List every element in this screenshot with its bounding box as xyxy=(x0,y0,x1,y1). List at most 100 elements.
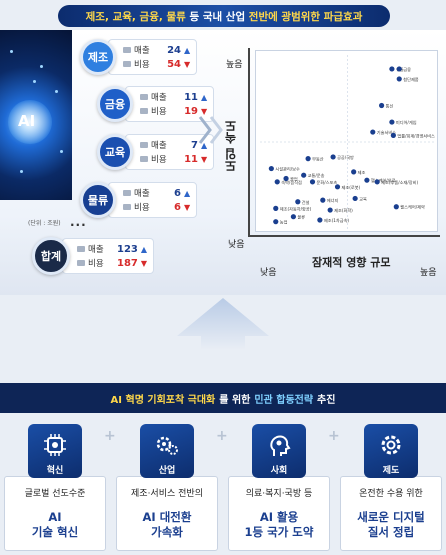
pillar-highlight-line2: 질서 정립 xyxy=(367,525,415,539)
pillar-highlight-line2: 1등 국가 도약 xyxy=(244,525,314,539)
plus-icon: + xyxy=(328,428,340,444)
scatter-point-label: 교육 xyxy=(359,196,367,202)
total-circle: 합계 xyxy=(32,237,70,275)
sector-card: 매출 6 ▲ 비용 6 ▼ xyxy=(108,182,198,218)
scatter-point-label: 통신 xyxy=(386,102,394,108)
pillar-highlight: AI 대전환 가속화 xyxy=(116,510,218,540)
pillar-title: 혁신 xyxy=(46,466,64,476)
head-icon xyxy=(270,435,291,456)
scatter-point-label: 제조 xyxy=(358,169,366,176)
scatter-point-label: 제조(로봇) xyxy=(342,184,361,191)
pillar-highlight-line1: AI xyxy=(48,510,62,524)
scatter-point xyxy=(273,205,279,211)
chip-icon xyxy=(44,434,66,456)
scatter-point-label: 법률/회계/경영서비스 xyxy=(397,132,435,139)
scatter-point-label: 제조(자동차/항공) xyxy=(280,205,312,212)
pillar-society: 사회 의료·복지·국방 등 AI 활용 1등 국가 도약 xyxy=(228,418,330,552)
strategy-highlight-2: 민관 합동전략 xyxy=(254,394,314,406)
cost-icon xyxy=(140,108,148,114)
scatter-point-label: 광업 xyxy=(290,176,298,182)
strategy-bar: AI 혁명 기회포착 극대화 를 위한 민관 합동전략 추진 xyxy=(0,383,446,413)
scatter-point-label: 농업 xyxy=(280,219,288,225)
sales-value: 6 xyxy=(174,187,181,199)
pillar-highlight-line2: 기술 혁신 xyxy=(31,525,79,539)
sector-circle: 금융 xyxy=(97,86,133,122)
pillar-desc: 온전한 수용 위한 xyxy=(359,489,423,499)
sales-value: 7 xyxy=(191,139,198,151)
gears-icon xyxy=(156,436,178,455)
scatter-point xyxy=(370,129,376,135)
scatter-point-label: 금융 xyxy=(403,67,411,72)
more-ellipsis: ··· xyxy=(70,218,87,232)
pillar-title: 사회 xyxy=(270,466,288,476)
sales-label: 매출 xyxy=(151,93,167,103)
strategy-text: 를 위한 xyxy=(219,394,251,406)
x-axis-high-label: 높음 xyxy=(420,268,437,278)
pillar-industry: 산업 제조·서비스 전반의 AI 대전환 가속화 xyxy=(116,418,218,552)
pillar-desc: 글로벌 선도수준 xyxy=(24,489,86,499)
sales-value: 24 xyxy=(167,44,181,56)
pillar-highlight: AI 활용 1등 국가 도약 xyxy=(228,510,330,540)
sales-label: 매출 xyxy=(88,245,104,255)
cost-value: 11 xyxy=(184,153,198,165)
cost-value: 6 xyxy=(174,201,181,213)
scatter-point xyxy=(317,217,323,223)
scatter-point xyxy=(389,66,395,72)
scatter-point-label: 헬스케어/제약 xyxy=(400,204,425,211)
sector-circle: 물류 xyxy=(80,182,116,218)
cost-value: 19 xyxy=(184,105,198,117)
sector-manufacturing: 제조 매출 24 ▲ 비용 54 ▼ xyxy=(80,39,198,75)
ai-brain-image: AI xyxy=(0,30,72,200)
unit-note: (단위 : 조원) xyxy=(28,220,61,227)
pillar-icon-box: 제도 xyxy=(364,424,418,478)
y-axis-title: 도입 속도 xyxy=(224,120,238,173)
cost-value: 54 xyxy=(167,58,181,70)
cost-label: 비용 xyxy=(88,259,104,269)
scatter-point-label: 제조(부품/소재/장비) xyxy=(381,179,418,186)
sales-label: 매출 xyxy=(134,189,150,199)
cost-icon xyxy=(140,156,148,162)
scatter-plot: 유통금융첨단제품통신미디어/게임기술서비스법률/회계/경영서비스공공/국방부동산… xyxy=(260,55,435,229)
strategy-highlight: AI 혁명 기회포착 극대화 xyxy=(110,394,216,406)
sector-total: 합계 매출 123 ▲ 비용 187 ▼ xyxy=(32,237,155,275)
scatter-point-label: 헬스케어/의료 xyxy=(371,177,396,184)
scatter-point xyxy=(309,179,316,185)
scatter-point xyxy=(305,156,311,162)
pillar-highlight-line2: 가속화 xyxy=(151,525,183,539)
arrow-down-icon: ▼ xyxy=(140,258,148,268)
pillar-icon-box: 사회 xyxy=(252,424,306,478)
x-axis xyxy=(248,235,440,237)
sector-finance: 금융 매출 11 ▲ 비용 19 ▼ xyxy=(97,86,215,122)
scatter-point xyxy=(268,165,274,172)
sector-circle: 제조 xyxy=(80,39,116,75)
scatter-point xyxy=(379,102,385,109)
ai-label: AI xyxy=(18,112,36,130)
total-cost-value: 187 xyxy=(117,257,138,269)
pillar-icon-box: 혁신 xyxy=(28,424,82,478)
pillar-highlight-line1: AI 활용 xyxy=(259,510,299,524)
scatter-point xyxy=(290,214,296,220)
sales-icon xyxy=(123,47,131,53)
pillar-institution: 제도 온전한 수용 위한 새로운 디지털 질서 정립 xyxy=(340,418,442,552)
arrow-down-icon: ▼ xyxy=(184,202,191,212)
scatter-point-label: 건설 xyxy=(302,199,310,205)
cost-icon xyxy=(123,204,131,210)
scatter-point xyxy=(364,177,370,183)
sector-logistics: 물류 매출 6 ▲ 비용 6 ▼ xyxy=(80,182,198,218)
sales-icon xyxy=(140,142,148,148)
sector-card: 매출 7 ▲ 비용 11 ▼ xyxy=(125,134,215,170)
scatter-point-label: 물류 xyxy=(297,215,305,221)
arrow-down-icon: ▼ xyxy=(201,154,208,164)
pillar-box xyxy=(116,476,218,551)
pillar-highlight-line1: AI 대전환 xyxy=(142,510,192,524)
sector-education: 교육 매출 7 ▲ 비용 11 ▼ xyxy=(97,134,215,170)
header-banner: 제조, 교육, 금융, 물류 등 국내 산업 전반에 광범위한 파급효과 xyxy=(58,5,390,27)
pillar-icon-box: 산업 xyxy=(140,424,194,478)
pillar-box xyxy=(228,476,330,551)
scatter-point xyxy=(295,199,301,205)
scatter-point xyxy=(334,184,341,190)
scatter-point-label: 에너지 xyxy=(327,197,339,204)
scatter-point-label: 첨단제품 xyxy=(403,76,419,83)
chevron-right-icon xyxy=(209,116,223,144)
banner-highlight-2: 전반에 광범위한 파급효과 xyxy=(248,10,363,23)
